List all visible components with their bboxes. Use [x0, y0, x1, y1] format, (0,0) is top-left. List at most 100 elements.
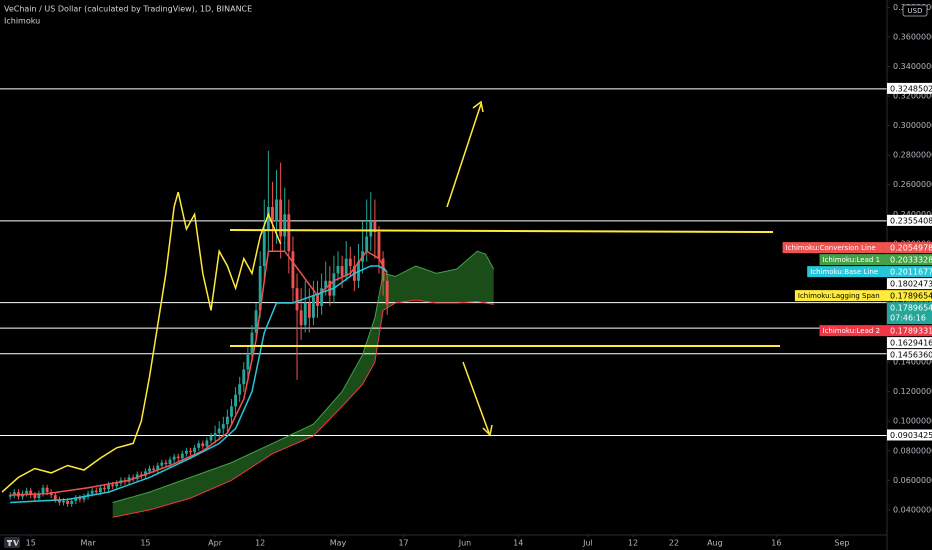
- candle-body: [328, 280, 332, 296]
- level-label: 0.09034255: [890, 431, 932, 440]
- candle-body: [176, 456, 180, 459]
- level-label-box: [887, 349, 932, 361]
- y-tick-label: 0.30000000: [893, 121, 932, 130]
- candle-body: [78, 498, 82, 500]
- candle-body: [217, 428, 221, 434]
- y-tick-label: 0.04000000: [893, 505, 932, 514]
- series-value-box: [887, 254, 932, 266]
- series-name-box: [794, 290, 887, 302]
- series-value-box: [887, 325, 932, 337]
- candle-body: [152, 468, 156, 470]
- last-price-box: [887, 302, 932, 325]
- candle-body: [160, 462, 164, 466]
- logo-mark: [7, 540, 19, 546]
- candle-body: [316, 295, 319, 306]
- candle-body: [348, 258, 352, 267]
- level-label: 0.14563608: [890, 351, 932, 360]
- y-tick-label: 0.34000000: [893, 62, 932, 71]
- candle-body: [12, 492, 16, 496]
- candle-body: [365, 236, 369, 252]
- y-tick-label: 0.12000000: [893, 387, 932, 396]
- candle-body: [369, 221, 373, 237]
- series-value: 0.17896545: [890, 292, 932, 301]
- candle-body: [180, 453, 184, 459]
- level-label-box: [887, 337, 932, 349]
- candle-body: [230, 406, 233, 417]
- candle-body: [62, 501, 65, 503]
- candle-body: [168, 459, 172, 465]
- candle-body: [258, 266, 262, 311]
- arrow: [462, 361, 490, 434]
- candle-body: [242, 369, 246, 385]
- x-tick-label: May: [330, 539, 347, 548]
- candle-body: [295, 288, 299, 311]
- candle-body: [94, 490, 98, 493]
- series-value: 0.20549787: [890, 244, 932, 253]
- series-value-box: [887, 290, 932, 302]
- last-price: 0.17896545: [890, 304, 932, 313]
- series-name-box: [782, 242, 887, 254]
- candle-body: [184, 450, 188, 454]
- candle-body: [74, 498, 78, 502]
- currency[interactable]: USD: [908, 7, 923, 15]
- candle-body: [373, 221, 377, 233]
- x-tick-label: 15: [26, 539, 36, 548]
- x-tick-label: Sep: [834, 539, 849, 548]
- candle-body: [107, 484, 111, 490]
- candle-body: [57, 499, 61, 503]
- y-tick-label: 0.26000000: [893, 180, 932, 189]
- series-name: Ichimoku:Lagging Span: [798, 292, 880, 300]
- indicator-line: [10, 265, 388, 504]
- x-tick-label: 15: [140, 539, 150, 548]
- logo: [4, 537, 20, 548]
- candle-body: [250, 332, 254, 355]
- indicator-line: [1, 191, 282, 493]
- arrow-head: [472, 100, 484, 113]
- level-label: 0.32485021: [890, 84, 932, 93]
- x-tick-label: 16: [771, 539, 781, 548]
- candle-body: [213, 433, 217, 436]
- y-tick-label: 0.10000000: [893, 417, 932, 426]
- candle-body: [291, 251, 295, 289]
- candle-body: [344, 258, 348, 277]
- candle-body: [33, 495, 37, 499]
- x-tick-label: Mar: [81, 539, 97, 548]
- candle-body: [164, 462, 168, 465]
- candle-body: [209, 435, 213, 441]
- candle-body: [45, 487, 49, 493]
- y-tick-label: 0.32000000: [893, 92, 932, 101]
- candle-body: [332, 273, 336, 296]
- arrow-head: [482, 424, 493, 437]
- x-tick-label: 14: [513, 539, 523, 548]
- candle-body: [336, 266, 340, 274]
- level-label-box: [887, 214, 932, 226]
- candle-body: [189, 450, 192, 453]
- candle-body: [98, 487, 102, 493]
- candle-body: [103, 487, 106, 490]
- candle-body: [377, 232, 381, 259]
- candle-body: [193, 447, 197, 453]
- candle-body: [90, 490, 94, 494]
- candle-body: [275, 199, 278, 222]
- y-tick-label: 0.08000000: [893, 446, 932, 455]
- candle-body: [225, 416, 229, 425]
- x-tick-label: 17: [398, 539, 408, 548]
- candle-body: [201, 443, 205, 447]
- series-value: 0.20116776: [890, 268, 932, 277]
- series-value-box: [887, 242, 932, 254]
- y-tick-label: 0.28000000: [893, 151, 932, 160]
- candle-body: [246, 354, 250, 370]
- currency-badge[interactable]: [902, 4, 928, 17]
- candle-body: [221, 424, 225, 429]
- candle-body: [279, 199, 283, 237]
- series-name: Ichimoku:Conversion Line: [786, 244, 876, 252]
- trend-line: [229, 229, 774, 233]
- series-name: Ichimoku:Base Line: [810, 268, 878, 276]
- y-tick-label: 0.06000000: [893, 476, 932, 485]
- x-tick-label: Apr: [208, 539, 223, 548]
- y-tick-label: 0.24000000: [893, 210, 932, 219]
- candle-body: [197, 443, 201, 448]
- x-tick-label: 12: [255, 539, 265, 548]
- candle-body: [266, 206, 270, 230]
- candle-body: [156, 465, 160, 470]
